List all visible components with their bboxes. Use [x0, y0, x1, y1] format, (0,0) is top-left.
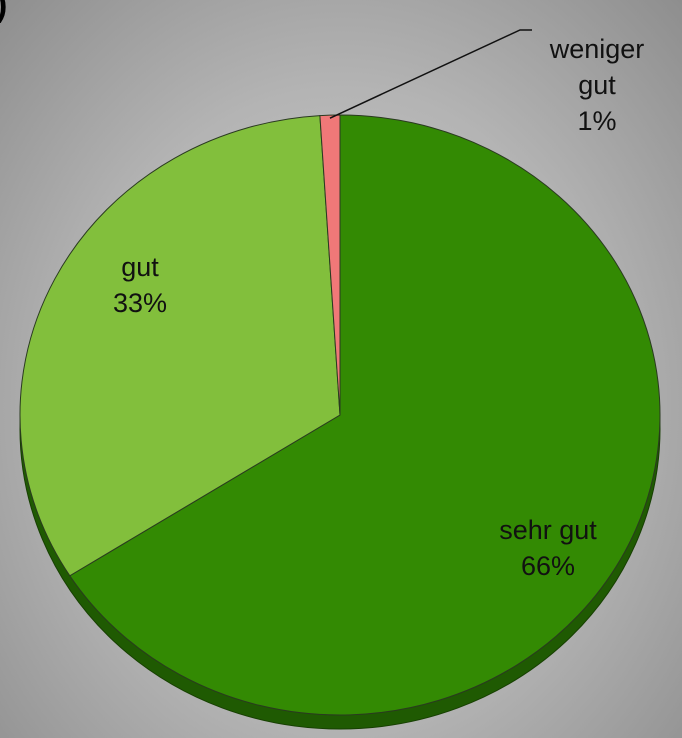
slice-label: gut 33% — [75, 249, 205, 321]
category-label: sehr gut — [499, 515, 597, 545]
leader-line — [329, 29, 532, 119]
category-label: weniger gut — [549, 34, 645, 100]
value-label: 1% — [577, 106, 617, 136]
slice-label: sehr gut 66% — [483, 512, 613, 584]
slice-label: weniger gut 1% — [547, 31, 647, 139]
pie-slice — [319, 114, 341, 416]
chart-title: ) — [0, 0, 7, 25]
category-label: gut — [121, 252, 159, 282]
pie-slice — [69, 114, 661, 716]
value-label: 33% — [112, 288, 168, 318]
pie-slice — [19, 115, 341, 577]
value-label: 66% — [520, 551, 576, 581]
